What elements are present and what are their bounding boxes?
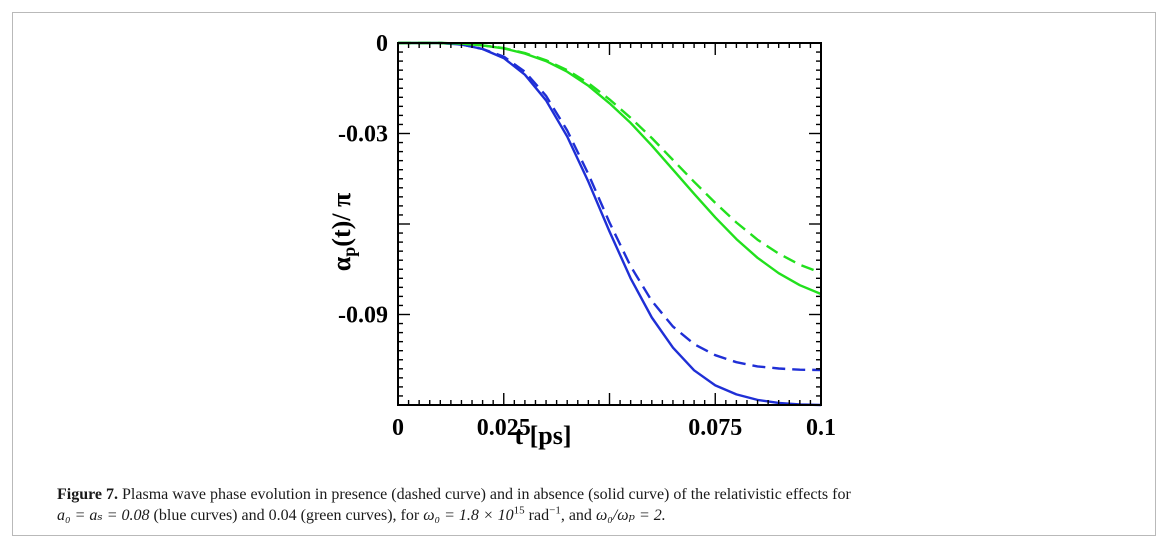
y-tick-label: -0.03 (338, 122, 388, 148)
chart: 0 0.025 0.075 0.1 0 -0.03 -0.09 t [ps] αp(t)/ … (327, 31, 836, 450)
axes-layer (397, 42, 822, 406)
caption-omega0: ω₀ = 1.8 × 10 (423, 507, 514, 524)
y-axis-title-main: α (327, 256, 356, 271)
caption-a0-eq: a₀ = aₛ = 0.08 (57, 507, 150, 524)
x-tick-label: 0 (392, 415, 404, 441)
caption-label: Figure 7. (57, 486, 119, 503)
y-tick-label: 0 (376, 31, 388, 57)
x-tick-label: 0.075 (688, 415, 742, 441)
caption-line1: Plasma wave phase evolution in presence … (122, 486, 851, 503)
caption-unit: rad (528, 507, 550, 524)
y-axis-title-sub: p (339, 247, 359, 257)
caption-omega0-exp: 15 (513, 504, 525, 517)
figure-frame: 0 0.025 0.075 0.1 0 -0.03 -0.09 t [ps] αp(t)/ … (12, 12, 1156, 536)
series-layer (398, 41, 822, 407)
figure-caption: Figure 7. Plasma wave phase evolution in… (57, 484, 1147, 526)
series-line-3 (398, 41, 822, 275)
y-axis-title: αp(t)/ π (327, 193, 359, 271)
caption-ratio: ω₀/ωₚ = 2. (595, 507, 666, 524)
caption-blue-text: (blue curves) and 0.04 (green curves), f… (153, 507, 420, 524)
caption-ratio-lead: , and (560, 507, 592, 524)
y-tick-label: -0.09 (338, 303, 388, 329)
x-tick-label: 0.1 (806, 415, 836, 441)
x-tick-label: 0.025 (477, 415, 531, 441)
series-line-1 (398, 41, 822, 372)
series-line-2 (398, 41, 822, 296)
labels-layer: 0 0.025 0.075 0.1 0 -0.03 -0.09 (338, 31, 836, 441)
x-axis-title: t [ps] (514, 421, 571, 450)
caption-unit-exp: −1 (549, 504, 561, 517)
y-axis-title-rest: (t)/ π (327, 193, 356, 247)
